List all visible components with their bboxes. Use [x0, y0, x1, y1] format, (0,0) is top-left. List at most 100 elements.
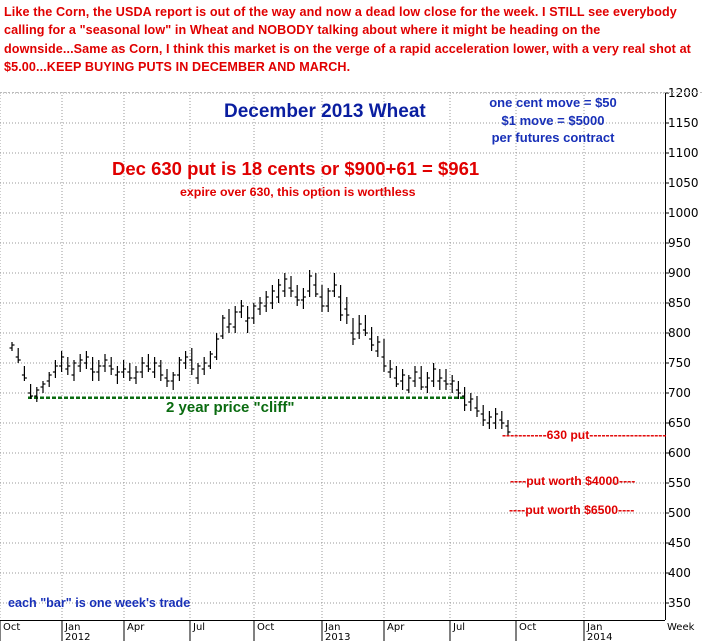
ohlc-bar — [400, 369, 406, 390]
ohlc-bar — [356, 315, 362, 339]
contract-info-line1: one cent move = $50 — [489, 95, 617, 110]
ohlc-bar — [431, 363, 437, 387]
ohlc-bar — [462, 387, 468, 411]
x-tick-label: Oct — [3, 622, 20, 633]
ohlc-bar — [344, 297, 350, 324]
ohlc-bar — [443, 369, 449, 390]
ohlc-bar — [164, 369, 170, 387]
ohlc-bar — [127, 363, 133, 381]
ohlc-bar — [412, 366, 418, 387]
ohlc-bar — [183, 351, 189, 369]
ohlc-bar — [46, 372, 52, 387]
contract-info-line2: $1 move = $5000 — [501, 112, 605, 128]
y-tick-label: 1200 — [668, 86, 699, 100]
ohlc-bar — [34, 387, 40, 402]
grid-lines — [0, 92, 665, 620]
ohlc-bar — [83, 351, 89, 369]
ohlc-bar — [226, 309, 232, 333]
ohlc-bar — [52, 360, 58, 378]
y-tick-label: 700 — [668, 386, 691, 400]
ohlc-bar — [486, 411, 492, 429]
put-6500-label: ----put worth $6500---- — [509, 503, 635, 517]
ohlc-bar — [350, 318, 356, 345]
ohlc-bar — [176, 357, 182, 381]
x-tick-label: Oct — [257, 622, 274, 633]
y-tick-label: 850 — [668, 296, 691, 310]
ohlc-bar — [294, 285, 300, 306]
ohlc-bar — [40, 381, 46, 393]
cliff-label: 2 year price "cliff" — [166, 399, 295, 416]
ohlc-bar — [269, 285, 275, 309]
ohlc-bar — [282, 273, 288, 297]
ohlc-bar — [232, 306, 238, 333]
ohlc-bar — [96, 360, 102, 381]
ohlc-bar — [300, 288, 306, 309]
plot-area-background — [0, 92, 665, 620]
ohlc-bar — [480, 405, 486, 426]
put-cost-annotation: Dec 630 put is 18 cents or $900+61 = $96… — [112, 158, 480, 179]
ohlc-bar — [9, 342, 15, 351]
x-tick-label: Apr — [387, 622, 405, 633]
y-tick-label: 900 — [668, 266, 691, 280]
ohlc-bar — [369, 327, 375, 351]
ohlc-bar — [418, 366, 424, 390]
put-expiry-annotation: expire over 630, this option is worthles… — [180, 185, 416, 199]
ohlc-bar — [393, 366, 399, 387]
ohlc-bar — [499, 411, 505, 429]
chart-title: December 2013 Wheat — [224, 101, 426, 122]
ohlc-bar — [145, 354, 151, 372]
x-tick-label: Jan — [586, 622, 602, 633]
ohlc-bar — [313, 273, 319, 297]
ohlc-bar — [121, 360, 127, 378]
ohlc-bar — [65, 357, 71, 375]
ohlc-bar — [108, 357, 114, 375]
ohlc-bar — [158, 360, 164, 381]
ohlc-bar — [493, 408, 499, 429]
y-tick-label: 450 — [668, 536, 691, 550]
ohlc-bar — [214, 333, 220, 360]
y-tick-label: 400 — [668, 566, 691, 580]
ohlc-bar — [325, 288, 331, 312]
x-tick-label: Jan — [324, 622, 340, 633]
ohlc-bar — [338, 285, 344, 321]
y-tick-label: 950 — [668, 236, 691, 250]
y-axis: 350 400 450 500 550 600 650 700 750 800 850 900 950 1… — [665, 86, 699, 620]
ohlc-bar — [362, 315, 368, 336]
y-tick-label: 750 — [668, 356, 691, 370]
y-tick-label: 1150 — [668, 116, 699, 130]
ohlc-bar — [449, 375, 455, 393]
ohlc-bar — [21, 366, 27, 381]
ohlc-bar — [189, 348, 195, 375]
ohlc-bar — [59, 351, 65, 372]
put-630-label: -----------630 put------------------- — [502, 428, 667, 442]
x-tick-year: 2012 — [65, 632, 90, 641]
ohlc-bar — [207, 351, 213, 369]
ohlc-bar — [28, 384, 34, 399]
y-tick-label: 550 — [668, 476, 691, 490]
ohlc-bar — [170, 372, 176, 390]
header-commentary: Like the Corn, the USDA report is out of… — [4, 5, 691, 75]
x-tick-label: Jul — [192, 622, 205, 633]
x-tick-label: Jan — [64, 622, 80, 633]
ohlc-bar — [455, 381, 461, 399]
x-unit-label: Week — [667, 622, 695, 633]
ohlc-bar — [133, 366, 139, 384]
ohlc-bar — [220, 315, 226, 339]
ohlc-bar — [319, 285, 325, 312]
ohlc-bar — [276, 279, 282, 303]
ohlc-bar — [114, 366, 120, 384]
x-tick-label: Jul — [452, 622, 465, 633]
x-tick-label: Apr — [127, 622, 145, 633]
y-tick-label: 800 — [668, 326, 691, 340]
ohlc-bar — [437, 369, 443, 390]
ohlc-bar — [257, 297, 263, 315]
bar-note: each "bar" is one week's trade — [8, 596, 191, 610]
ohlc-bar — [424, 372, 430, 393]
ohlc-bar — [288, 276, 294, 297]
contract-info: one cent move = $50 $1 move = $5000 per … — [478, 94, 628, 147]
ohlc-bar — [90, 357, 96, 381]
ohlc-bar — [238, 300, 244, 318]
ohlc-bar — [152, 357, 158, 378]
